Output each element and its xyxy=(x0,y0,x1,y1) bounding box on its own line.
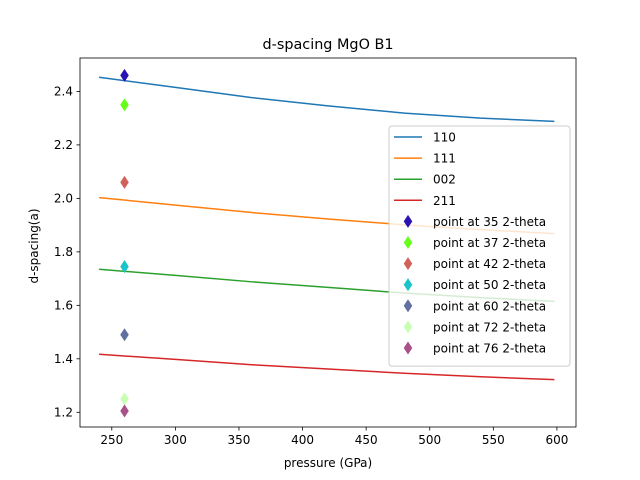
legend-box xyxy=(388,125,571,367)
legend-marker-swatch xyxy=(403,235,413,250)
data-point-7 xyxy=(120,404,129,418)
x-tick-label: 250 xyxy=(100,433,123,447)
series-line-211 xyxy=(99,353,555,381)
legend-label: point at 35 2-theta xyxy=(433,215,546,229)
legend-marker-swatch xyxy=(403,299,413,313)
data-point-3 xyxy=(120,175,129,189)
legend-marker-swatch xyxy=(403,214,413,228)
legend-label: 002 xyxy=(433,173,456,187)
x-tick-label: 600 xyxy=(545,433,568,447)
y-tick-label: 2.4 xyxy=(54,85,73,99)
legend: 110 111 002 211 point at 35 2-theta point at … xyxy=(388,125,571,367)
axes-frame xyxy=(79,57,577,428)
x-tick-label: 350 xyxy=(228,433,251,447)
legend-marker-swatch xyxy=(403,257,413,271)
x-tick-label: 450 xyxy=(355,433,378,447)
x-tick-label: 300 xyxy=(164,433,187,447)
legend-marker-swatch xyxy=(403,320,413,334)
legend-marker-swatch xyxy=(403,341,413,355)
data-point-4 xyxy=(120,260,129,274)
legend-marker-swatch xyxy=(403,278,413,292)
series-line-110 xyxy=(98,76,555,123)
y-tick-label: 2.2 xyxy=(54,138,73,152)
legend-label: 111 xyxy=(433,152,456,166)
x-tick-label: 400 xyxy=(291,433,314,447)
legend-label: point at 42 2-theta xyxy=(433,257,546,271)
legend-label: 110 xyxy=(433,131,456,145)
legend-label: point at 76 2-theta xyxy=(433,342,546,356)
legend-label: 211 xyxy=(433,194,456,208)
chart-title: d-spacing MgO B1 xyxy=(263,37,394,53)
legend-label: point at 60 2-theta xyxy=(433,299,546,313)
x-tick-label: 500 xyxy=(418,433,441,447)
legend-label: point at 72 2-theta xyxy=(433,320,546,334)
x-axis-label: pressure (GPa) xyxy=(284,456,372,470)
data-point-2 xyxy=(120,98,129,112)
y-tick-label: 1.2 xyxy=(54,406,73,420)
x-tick-label: 550 xyxy=(482,433,505,447)
data-point-5 xyxy=(120,328,129,342)
plot-area: 250 300 350 400 450 500 550 600 1.2 1.4 1.6 1.8 2.0 2… xyxy=(54,57,577,447)
y-tick-label: 2.0 xyxy=(54,192,73,206)
y-tick-label: 1.6 xyxy=(54,299,73,313)
y-tick-label: 1.4 xyxy=(54,352,73,366)
y-axis-label: d-spacing(a) xyxy=(27,208,41,283)
data-point-1 xyxy=(120,68,129,82)
y-tick-label: 1.8 xyxy=(54,245,73,259)
legend-label: point at 37 2-theta xyxy=(433,236,546,250)
legend-label: point at 50 2-theta xyxy=(433,278,546,292)
